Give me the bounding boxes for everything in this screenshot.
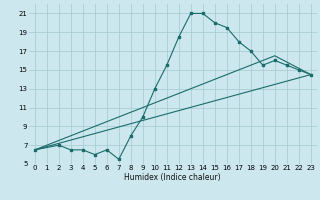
X-axis label: Humidex (Indice chaleur): Humidex (Indice chaleur) bbox=[124, 173, 221, 182]
